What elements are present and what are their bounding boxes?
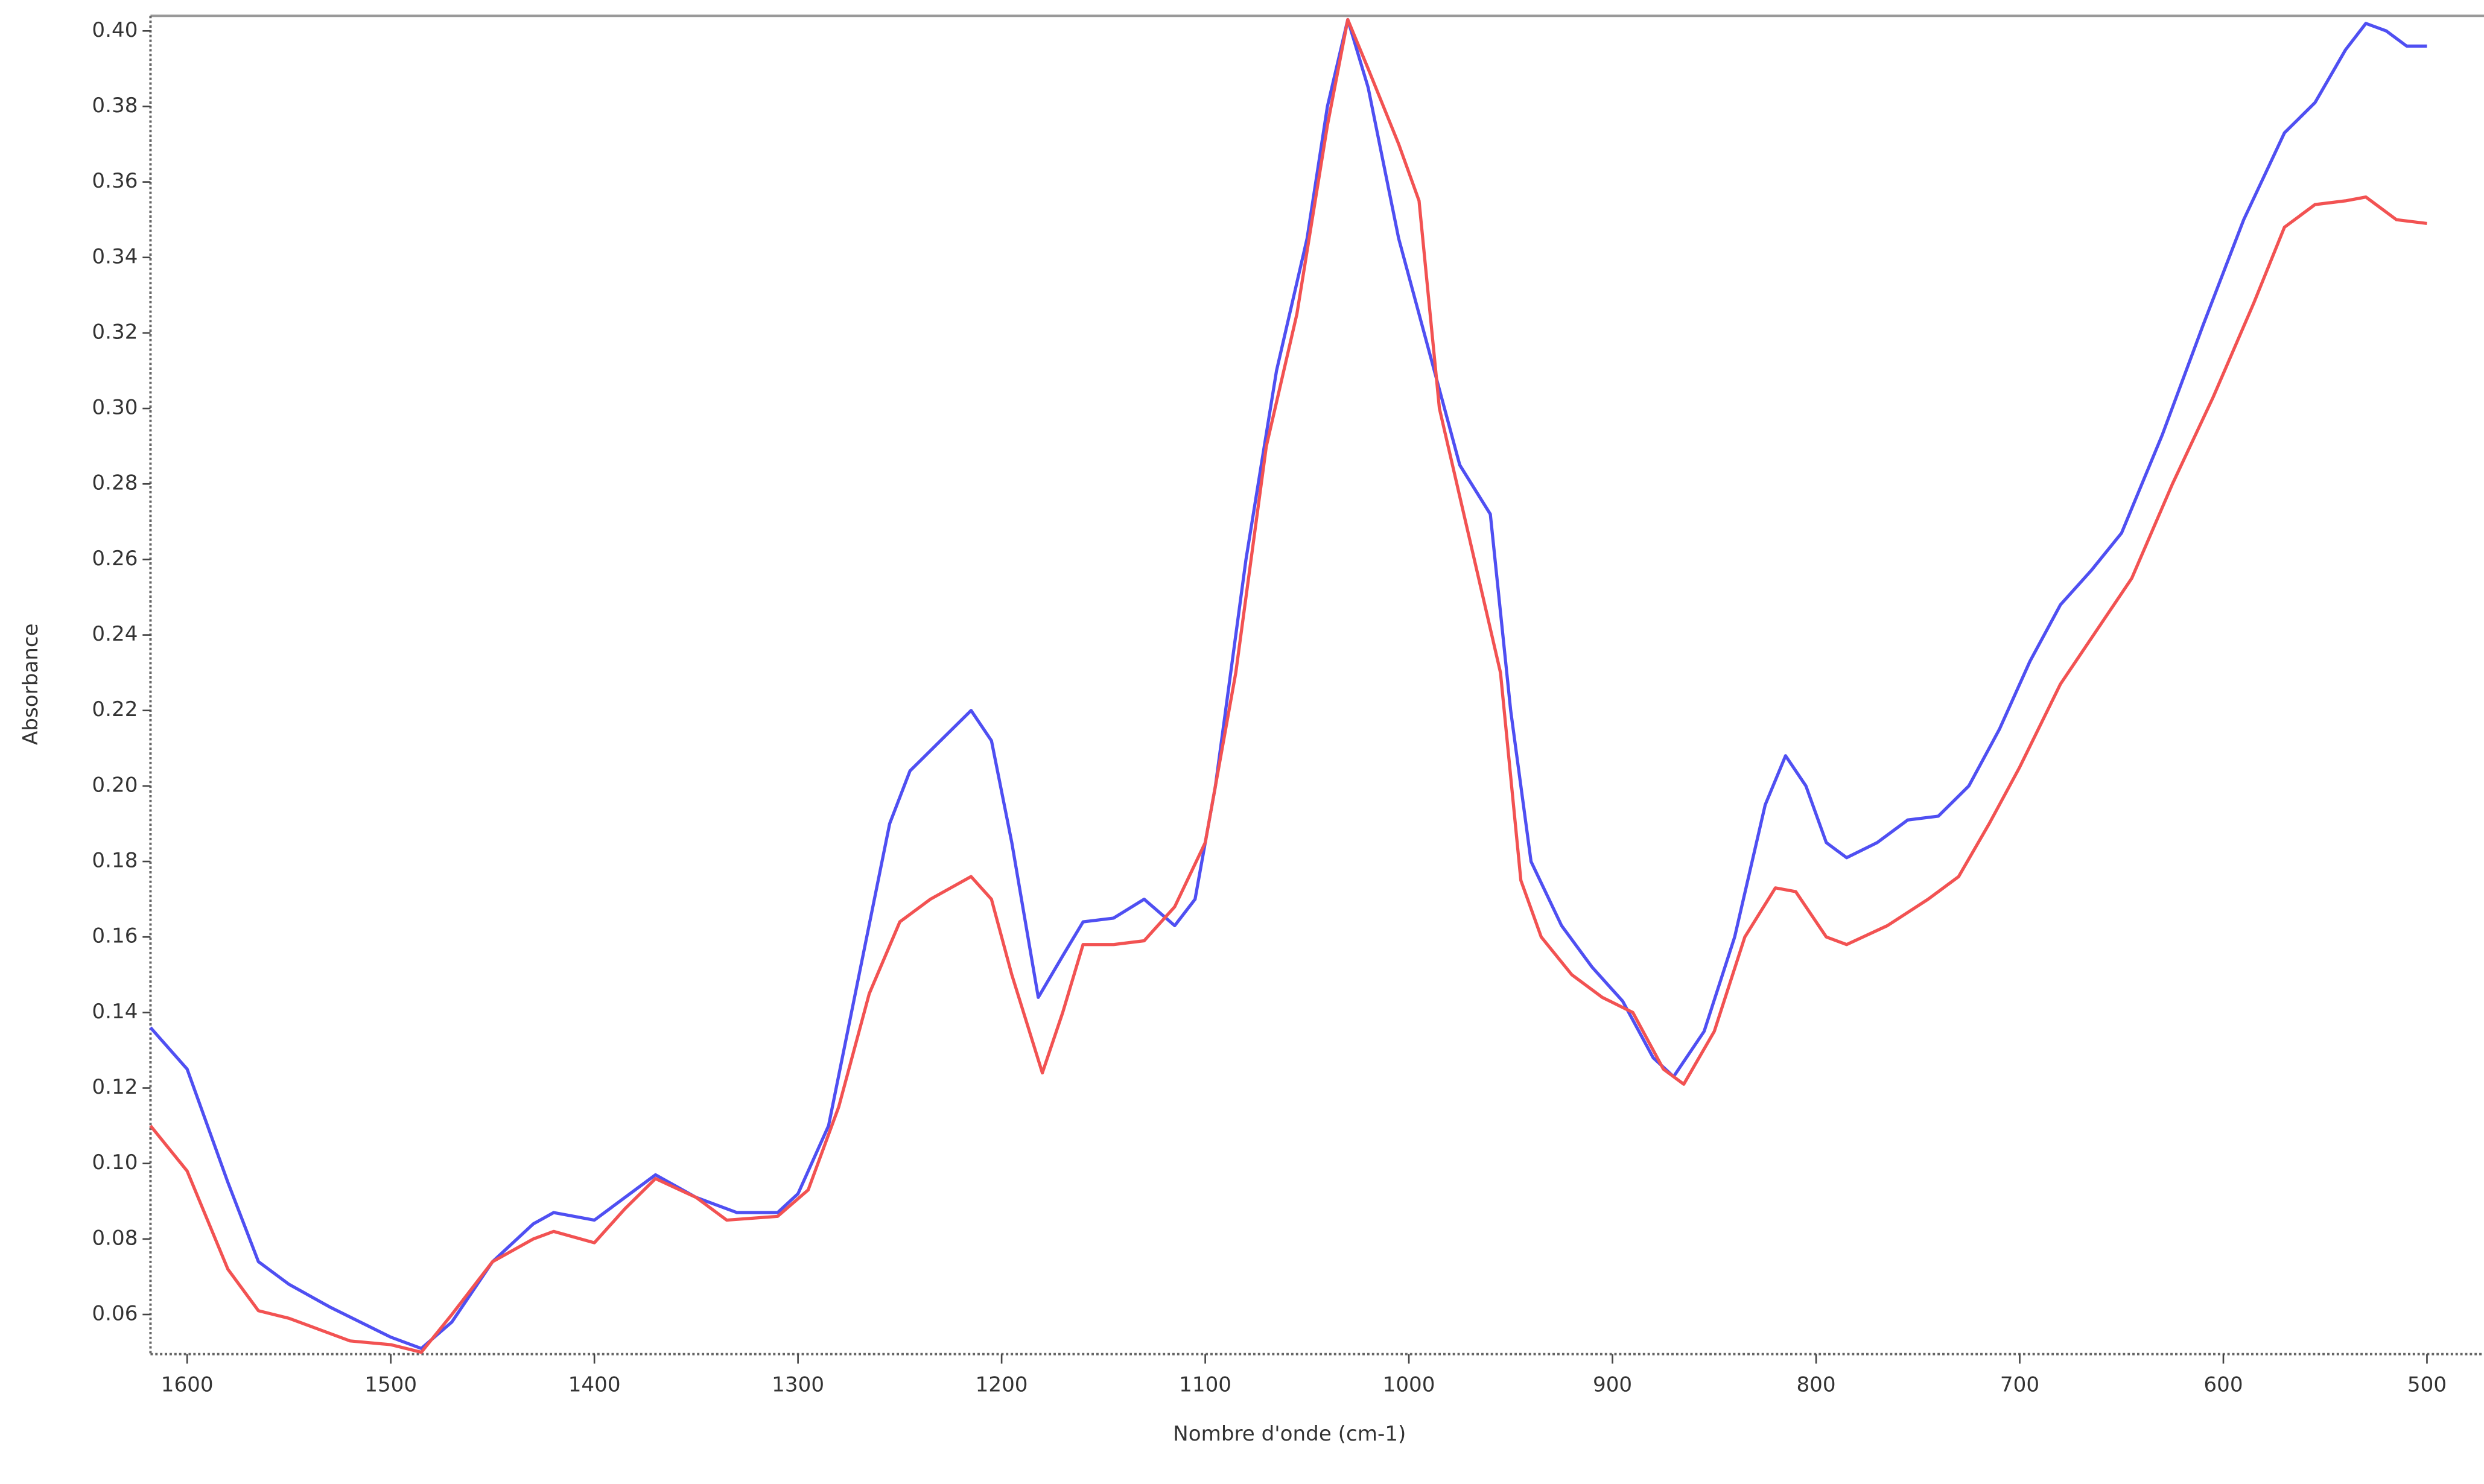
y-tick-label: 0.18 bbox=[92, 849, 138, 873]
y-tick-label: 0.24 bbox=[92, 622, 138, 646]
x-tick-label: 1000 bbox=[1383, 1373, 1435, 1397]
x-tick-label: 900 bbox=[1593, 1373, 1632, 1397]
y-tick-label: 0.38 bbox=[92, 94, 138, 118]
x-tick-label: 1500 bbox=[364, 1373, 417, 1397]
x-tick-label: 1100 bbox=[1179, 1373, 1231, 1397]
series-line bbox=[149, 17, 2427, 1350]
y-tick-label: 0.16 bbox=[92, 924, 138, 948]
x-tick-label: 500 bbox=[2407, 1373, 2447, 1397]
y-tick-label: 0.20 bbox=[92, 773, 138, 797]
x-tick-label: 1600 bbox=[161, 1373, 214, 1397]
y-tick-label: 0.26 bbox=[92, 547, 138, 571]
y-tick-label: 0.28 bbox=[92, 471, 138, 495]
y-axis-label: Absorbance bbox=[19, 623, 43, 745]
y-tick-label: 0.14 bbox=[92, 1000, 138, 1024]
x-tick-label: 600 bbox=[2203, 1373, 2243, 1397]
x-tick-label: 1200 bbox=[976, 1373, 1028, 1397]
y-tick-label: 0.08 bbox=[92, 1226, 138, 1250]
y-tick-label: 0.32 bbox=[92, 320, 138, 344]
y-tick-label: 0.22 bbox=[92, 697, 138, 721]
y-tick-label: 0.12 bbox=[92, 1075, 138, 1099]
series-line bbox=[149, 17, 2427, 1354]
y-tick-label: 0.30 bbox=[92, 396, 138, 420]
y-tick-label: 0.06 bbox=[92, 1302, 138, 1326]
x-axis-label: Nombre d'onde (cm-1) bbox=[1173, 1422, 1406, 1446]
x-tick-label: 1300 bbox=[772, 1373, 824, 1397]
y-tick-label: 0.36 bbox=[92, 169, 138, 193]
x-tick-label: 700 bbox=[2000, 1373, 2039, 1397]
x-tick-label: 1400 bbox=[568, 1373, 621, 1397]
y-tick-label: 0.10 bbox=[92, 1150, 138, 1175]
y-tick-label: 0.34 bbox=[92, 244, 138, 268]
x-tick-label: 800 bbox=[1796, 1373, 1835, 1397]
y-tick-label: 0.40 bbox=[92, 18, 138, 42]
